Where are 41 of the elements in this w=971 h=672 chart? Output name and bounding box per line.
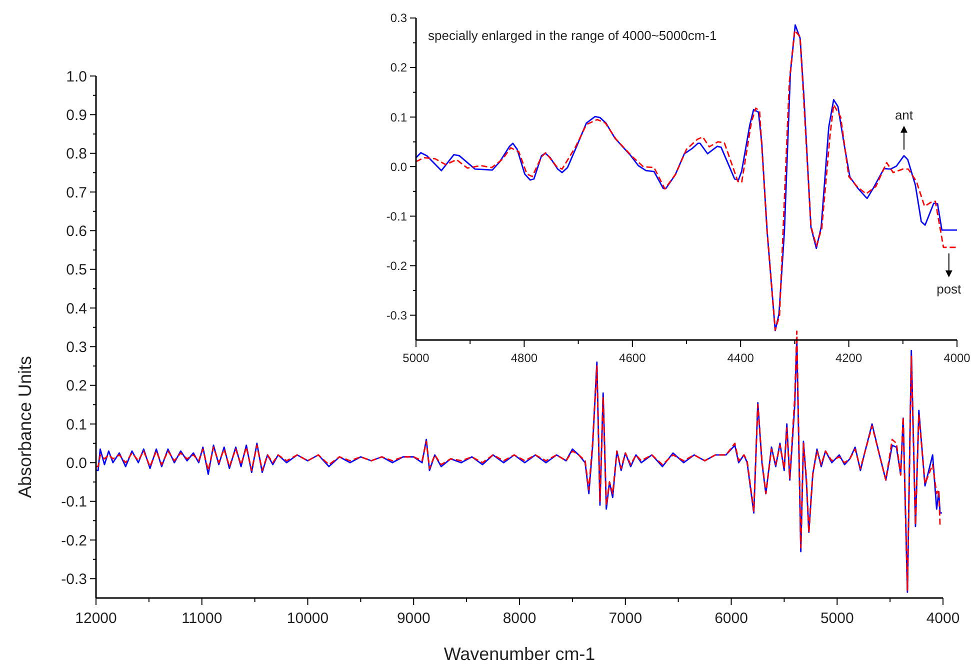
y-tick-label: 0.3 (390, 11, 408, 26)
y-tick-label: -0.2 (61, 532, 87, 550)
y-tick-label: 0.2 (390, 60, 408, 75)
x-tick-label: 4400 (727, 351, 754, 365)
y-tick-label: 0.4 (66, 300, 87, 318)
y-tick-label: 1.0 (66, 68, 87, 86)
y-tick-label: -0.2 (386, 258, 408, 273)
y-axis-title: Absorbance Units (15, 356, 35, 498)
x-tick-label: 9000 (396, 610, 430, 627)
y-tick-label: -0.3 (61, 570, 87, 588)
x-tick-label: 5000 (820, 610, 854, 627)
y-tick-label: -0.3 (386, 308, 408, 322)
x-tick-label: 12000 (75, 610, 117, 627)
annotation: post (936, 281, 962, 296)
y-tick-label: 0.6 (66, 222, 87, 240)
y-tick-label: 0.7 (66, 184, 87, 202)
x-tick-label: 4000 (944, 351, 971, 365)
x-tick-label: 4000 (926, 610, 960, 627)
y-tick-label: 0.1 (390, 110, 408, 124)
x-tick-label: 8000 (502, 610, 536, 627)
x-tick-label: 7000 (608, 610, 642, 627)
y-tick-label: 0.5 (66, 262, 87, 279)
y-tick-label: -0.1 (386, 209, 408, 224)
y-tick-label: 0.9 (66, 106, 87, 124)
x-tick-label: 11000 (182, 610, 222, 627)
annotation: ant (894, 108, 914, 123)
x-tick-label: 4800 (510, 351, 538, 365)
x-tick-label: 10000 (286, 610, 329, 627)
x-axis-title: Wavenumber cm-1 (444, 644, 596, 664)
y-tick-label: 0.3 (66, 338, 87, 356)
x-tick-label: 4600 (619, 351, 646, 365)
y-tick-label: -0.1 (61, 494, 87, 511)
x-tick-label: 6000 (714, 610, 748, 627)
y-tick-label: 0.0 (66, 454, 87, 472)
y-tick-label: 0.2 (66, 378, 87, 395)
x-tick-label: 5000 (402, 351, 430, 365)
x-tick-label: 4200 (835, 351, 862, 365)
y-tick-label: 0.8 (66, 146, 87, 163)
y-tick-label: 0.0 (390, 160, 408, 174)
y-tick-label: 0.1 (66, 416, 87, 434)
annotation: specially enlarged in the range of 4000~5000cm-1 (428, 28, 717, 43)
